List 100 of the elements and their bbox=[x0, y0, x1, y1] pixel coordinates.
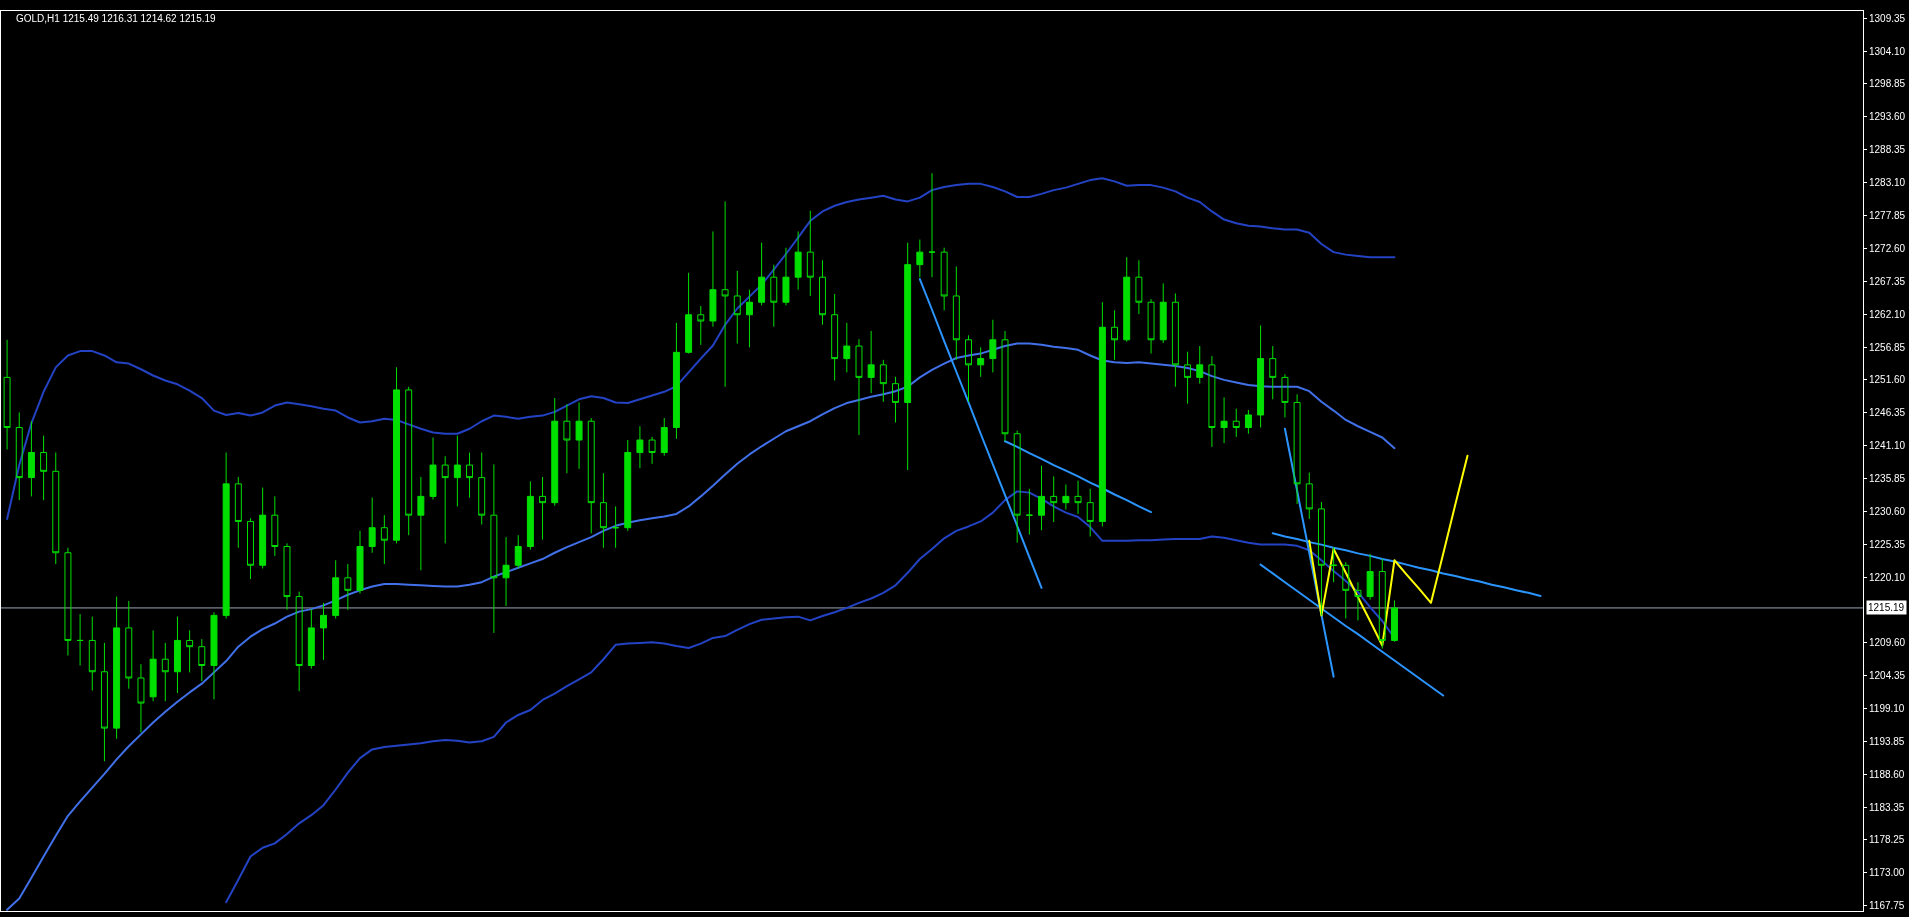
candlestick bbox=[429, 437, 437, 501]
candlestick bbox=[368, 497, 376, 554]
candlestick bbox=[952, 266, 960, 361]
candlestick bbox=[149, 629, 157, 702]
candlestick bbox=[100, 642, 108, 762]
y-tick-label: 1193.85 bbox=[1869, 736, 1905, 748]
candlestick bbox=[1062, 483, 1070, 511]
y-tick-label: 1293.60 bbox=[1869, 111, 1906, 123]
candlestick bbox=[441, 455, 449, 544]
y-tick-label: 1309.35 bbox=[1869, 12, 1906, 24]
candlestick bbox=[356, 530, 364, 594]
candlestick bbox=[283, 542, 291, 611]
line-series bbox=[918, 278, 1043, 589]
candlestick bbox=[818, 259, 826, 326]
candlestick bbox=[320, 602, 327, 661]
candlestick bbox=[892, 376, 899, 423]
candlestick bbox=[551, 397, 559, 507]
candlestick bbox=[380, 514, 388, 565]
line-series bbox=[6, 342, 1396, 911]
candlestick bbox=[697, 305, 705, 346]
candlestick bbox=[198, 638, 206, 682]
y-tick-label: 1230.60 bbox=[1869, 505, 1906, 517]
y-tick-label: 1235.85 bbox=[1869, 473, 1906, 485]
y-tick-label: 1288.35 bbox=[1869, 144, 1906, 156]
y-tick-label: 1199.10 bbox=[1869, 703, 1905, 715]
line-series bbox=[1004, 440, 1153, 514]
candlestick bbox=[453, 435, 461, 507]
candlestick bbox=[624, 439, 632, 532]
candlestick bbox=[113, 596, 121, 740]
candlestick bbox=[247, 517, 254, 580]
candlestick bbox=[1366, 553, 1374, 601]
candlestick bbox=[259, 487, 267, 569]
y-tick-label: 1298.85 bbox=[1869, 78, 1906, 90]
candlestick bbox=[478, 452, 486, 526]
candlestick bbox=[1257, 324, 1265, 428]
candlestick bbox=[660, 417, 668, 457]
candlestick bbox=[648, 436, 656, 465]
candlestick bbox=[721, 200, 729, 388]
candlestick bbox=[173, 616, 181, 694]
candlestick bbox=[1159, 282, 1167, 344]
candlestick bbox=[1220, 396, 1228, 444]
candlestick bbox=[855, 338, 863, 436]
candlestick bbox=[186, 629, 194, 673]
y-tick-label: 1225.35 bbox=[1869, 538, 1906, 550]
candlestick bbox=[1050, 475, 1058, 523]
candlestick bbox=[1098, 301, 1106, 527]
y-tick-label: 1188.60 bbox=[1869, 768, 1905, 780]
y-tick-label: 1246.35 bbox=[1869, 407, 1906, 419]
y-tick-label: 1220.10 bbox=[1869, 571, 1906, 583]
candlestick bbox=[685, 272, 693, 355]
candlestick bbox=[1342, 561, 1350, 620]
candlestick bbox=[137, 663, 145, 733]
candlestick bbox=[879, 359, 887, 403]
candlestick bbox=[393, 366, 400, 544]
candlestick bbox=[709, 230, 717, 328]
candlestick bbox=[587, 417, 595, 534]
candlestick bbox=[502, 536, 510, 607]
y-tick-label: 1183.35 bbox=[1869, 801, 1905, 813]
candlestick bbox=[1184, 351, 1192, 405]
candlestick bbox=[672, 322, 680, 440]
candlestick bbox=[125, 600, 133, 690]
candlestick bbox=[843, 322, 851, 373]
y-tick-label: 1256.85 bbox=[1869, 341, 1906, 353]
candlestick bbox=[1013, 430, 1021, 544]
candlestick bbox=[222, 452, 230, 620]
y-tick-label: 1167.75 bbox=[1869, 899, 1905, 911]
candlestick bbox=[636, 425, 644, 469]
candlestick bbox=[612, 505, 620, 549]
line-series bbox=[6, 177, 1396, 520]
candlestick bbox=[745, 289, 753, 348]
candlestick bbox=[1038, 465, 1046, 531]
candlestick bbox=[52, 452, 60, 565]
candlestick bbox=[1123, 256, 1131, 343]
candlestick bbox=[1293, 393, 1301, 505]
candlestick bbox=[867, 330, 875, 394]
candlestick bbox=[1171, 292, 1179, 388]
candlestick bbox=[1269, 345, 1277, 400]
candlestick bbox=[782, 247, 790, 306]
y-tick-label: 1283.10 bbox=[1869, 177, 1906, 189]
candlestick bbox=[563, 403, 571, 474]
candlestick bbox=[295, 591, 303, 692]
candlestick bbox=[234, 476, 242, 549]
candlestick bbox=[989, 319, 997, 373]
candlestick bbox=[794, 230, 802, 291]
candlestick bbox=[733, 270, 741, 345]
candlestick bbox=[1086, 488, 1094, 537]
y-tick-label: 1272.60 bbox=[1869, 242, 1906, 254]
candlestick bbox=[1025, 488, 1033, 536]
candlestick bbox=[599, 472, 607, 549]
candlestick bbox=[526, 480, 534, 551]
candlestick bbox=[904, 242, 912, 471]
candlestick bbox=[1317, 501, 1325, 616]
candlestick bbox=[1232, 408, 1240, 438]
line-series bbox=[1308, 454, 1469, 647]
candlestick bbox=[1074, 480, 1082, 515]
candlestick bbox=[977, 346, 985, 378]
candlestick bbox=[514, 534, 522, 569]
y-tick-label: 1204.35 bbox=[1869, 670, 1906, 682]
candlestick bbox=[1111, 309, 1119, 361]
y-tick-label: 1251.60 bbox=[1869, 374, 1906, 386]
